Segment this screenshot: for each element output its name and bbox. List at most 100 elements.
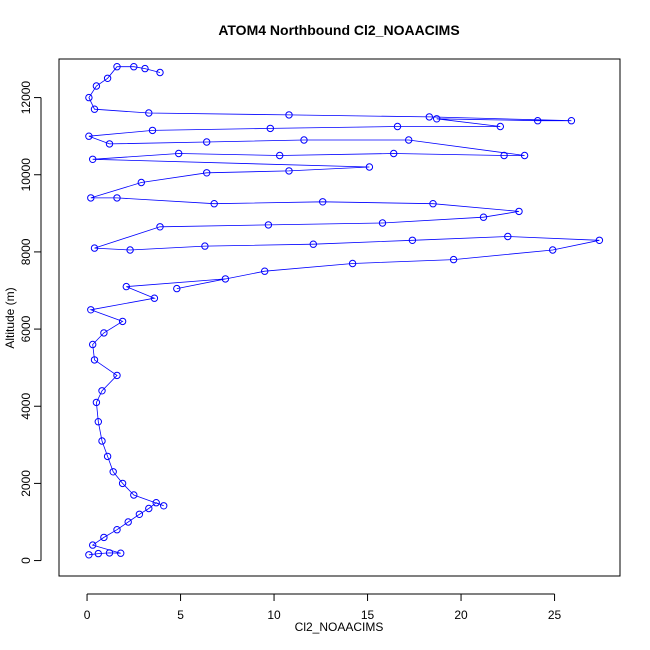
y-tick-label: 2000 xyxy=(19,470,33,497)
data-point xyxy=(500,151,508,160)
data-point xyxy=(515,207,523,216)
data-point xyxy=(113,371,121,380)
data-point xyxy=(90,356,99,364)
data-point xyxy=(92,82,101,90)
data-point xyxy=(261,267,269,275)
data-point xyxy=(145,504,153,513)
data-point xyxy=(393,122,402,131)
data-point xyxy=(201,242,209,250)
data-point xyxy=(479,213,488,221)
data-point xyxy=(85,132,93,140)
data-point xyxy=(130,491,138,499)
y-tick-label: 8000 xyxy=(19,238,33,265)
data-point xyxy=(98,387,106,395)
data-point xyxy=(113,526,121,534)
data-point xyxy=(109,468,117,476)
data-point xyxy=(309,240,317,248)
data-point xyxy=(504,232,512,241)
data-point xyxy=(152,499,160,507)
data-point xyxy=(348,259,357,268)
data-point xyxy=(89,340,97,349)
data-point xyxy=(103,74,112,83)
data-point xyxy=(210,200,218,208)
x-axis-label: Cl2_NOAACIMS xyxy=(295,620,384,634)
data-point xyxy=(221,275,230,283)
data-point xyxy=(105,140,114,148)
data-point xyxy=(100,533,108,542)
data-point xyxy=(94,418,103,426)
data-point xyxy=(300,136,308,144)
data-point xyxy=(126,246,134,254)
data-point xyxy=(135,510,144,518)
data-point xyxy=(148,126,157,135)
data-point xyxy=(105,549,114,557)
data-point xyxy=(85,551,93,559)
y-tick-label: 12000 xyxy=(19,81,33,115)
data-point xyxy=(276,151,284,160)
data-point xyxy=(117,549,125,557)
data-point xyxy=(425,113,433,121)
data-point xyxy=(141,64,149,73)
data-point xyxy=(113,62,121,71)
data-point xyxy=(390,149,398,158)
data-point xyxy=(520,151,529,160)
data-point xyxy=(130,62,138,71)
plot-area-frame xyxy=(58,58,621,577)
data-point xyxy=(118,479,127,488)
data-point xyxy=(264,221,273,229)
data-point xyxy=(429,200,437,208)
data-point xyxy=(595,236,604,245)
y-axis: 0 2000 4000 6000 8000 10000 12000 xyxy=(19,81,42,564)
series-lines xyxy=(88,66,600,556)
data-point xyxy=(365,163,374,171)
data-point xyxy=(90,244,99,252)
x-tick-label: 25 xyxy=(548,608,562,622)
x-tick-label: 0 xyxy=(84,608,91,622)
data-point xyxy=(319,198,327,206)
x-tick-label: 15 xyxy=(361,608,375,622)
data-point xyxy=(203,138,211,146)
y-tick-label: 0 xyxy=(19,557,33,564)
data-point xyxy=(113,194,121,202)
data-point xyxy=(433,115,441,123)
data-point xyxy=(160,502,168,510)
data-point xyxy=(89,541,97,549)
data-point xyxy=(266,124,274,133)
y-tick-label: 4000 xyxy=(19,393,33,420)
series-points xyxy=(85,62,604,559)
data-point xyxy=(137,178,146,187)
data-point xyxy=(405,136,413,144)
data-point xyxy=(85,93,93,102)
data-point xyxy=(150,294,159,302)
x-tick-label: 20 xyxy=(454,608,468,622)
data-point xyxy=(94,549,103,558)
data-point xyxy=(145,109,153,117)
y-tick-label: 6000 xyxy=(19,315,33,342)
data-point xyxy=(87,306,95,314)
chart-title: ATOM4 Northbound Cl2_NOAACIMS xyxy=(218,22,459,38)
data-point xyxy=(203,169,211,177)
data-point xyxy=(156,68,164,77)
x-axis: 0 5 10 15 20 25 xyxy=(84,593,562,622)
data-point xyxy=(90,105,99,113)
data-point xyxy=(103,452,112,461)
data-point xyxy=(98,437,106,445)
data-point xyxy=(549,246,557,254)
data-point xyxy=(118,317,127,326)
series-line xyxy=(88,66,600,556)
data-point xyxy=(285,167,293,175)
data-point xyxy=(89,155,97,164)
data-point xyxy=(124,518,132,526)
data-point xyxy=(122,282,131,291)
data-point xyxy=(567,117,576,125)
data-point xyxy=(378,219,387,227)
data-point xyxy=(534,117,542,125)
y-tick-label: 10000 xyxy=(19,158,33,192)
data-point xyxy=(175,149,183,158)
y-axis-label: Altitude (m) xyxy=(3,287,17,348)
data-point xyxy=(173,284,181,293)
data-point xyxy=(87,194,95,202)
data-point xyxy=(449,255,458,264)
x-tick-label: 10 xyxy=(267,608,281,622)
